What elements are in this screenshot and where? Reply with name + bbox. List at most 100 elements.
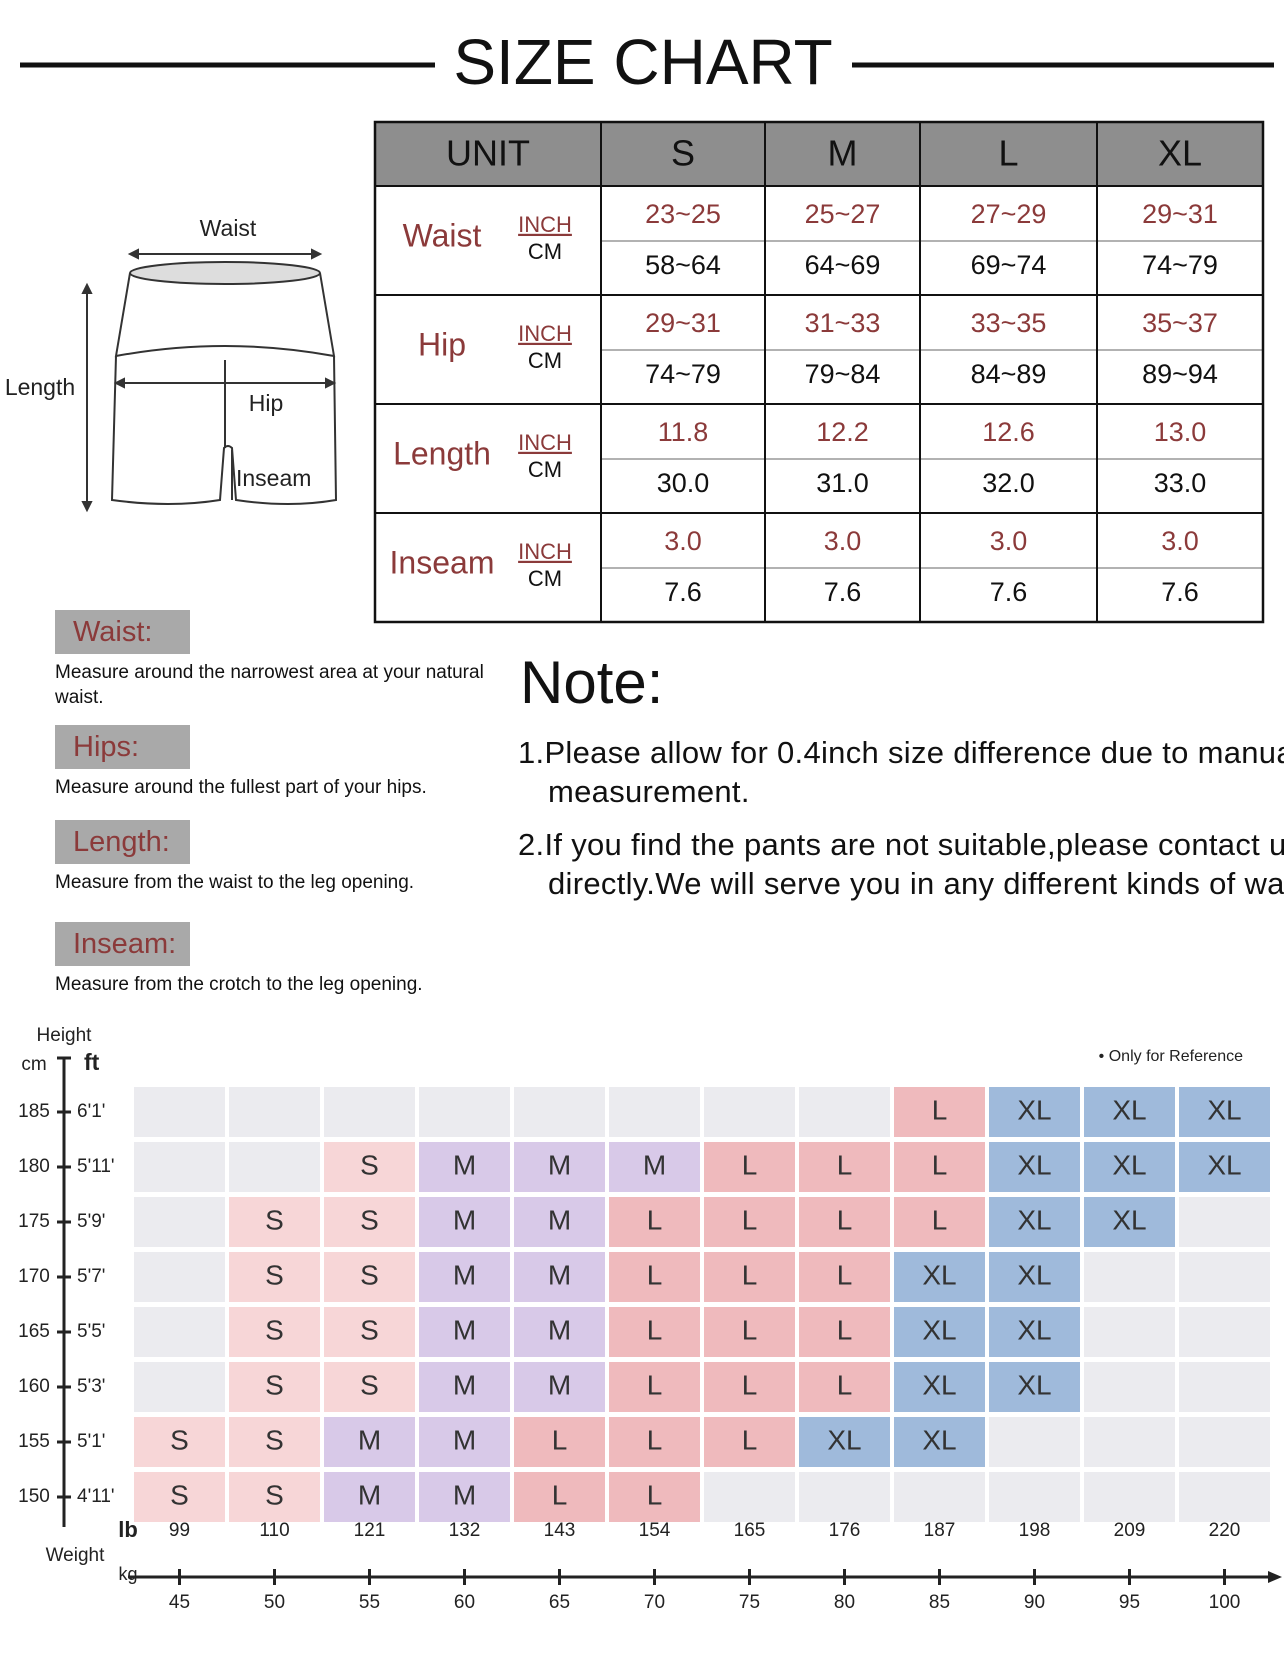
size-cell [514,1087,605,1137]
inch-value: 11.8 [658,417,709,447]
size-label: L [647,1369,663,1400]
size-label: L [647,1479,663,1510]
size-cell [229,1197,320,1247]
cm-value: 84~89 [971,359,1047,389]
size-cell [894,1362,985,1412]
size-cell [799,1472,890,1522]
size-cell [514,1197,605,1247]
lb-value: 132 [449,1520,481,1541]
size-label: XL [1112,1204,1146,1235]
size-cell [1179,1417,1270,1467]
size-cell [894,1307,985,1357]
lb-value: 121 [354,1520,386,1541]
size-label: S [265,1259,284,1290]
size-label: M [358,1424,381,1455]
inch-value: 13.0 [1154,417,1207,447]
size-cell [134,1197,225,1247]
size-label: S [360,1259,379,1290]
size-cell [989,1472,1080,1522]
size-label: S [170,1424,189,1455]
size-label: XL [1017,1259,1051,1290]
size-label: S [360,1314,379,1345]
cm-value: 58~64 [645,250,721,280]
size-label: XL [827,1424,861,1455]
size-label: L [742,1424,758,1455]
inch-value: 3.0 [824,526,862,556]
size-cell [419,1417,510,1467]
size-label: S [265,1314,284,1345]
size-cell [894,1142,985,1192]
size-cell [609,1472,700,1522]
size-cell [514,1472,605,1522]
ft-value: 5'7' [77,1266,105,1287]
unit-inch: INCH [518,321,572,346]
inch-value: 12.6 [982,417,1035,447]
lb-value: 220 [1209,1520,1241,1541]
cm-value: 7.6 [664,577,702,607]
cm-value: 74~79 [1142,250,1218,280]
ft-value: 5'5' [77,1321,105,1342]
size-label: S [265,1479,284,1510]
size-label: M [548,1259,571,1290]
size-cell [989,1252,1080,1302]
size-cell [514,1142,605,1192]
title: SIZE CHART [453,26,832,98]
lb-value: 110 [259,1520,289,1541]
definition-text: Measure around the narrowest area at you… [55,662,484,708]
lb-value: 143 [544,1520,576,1541]
cm-value: 32.0 [982,468,1035,498]
size-label: XL [1207,1149,1241,1180]
size-label: M [453,1149,476,1180]
size-cell [799,1417,890,1467]
unit-inch: INCH [518,212,572,237]
size-label: XL [922,1314,956,1345]
size-cell [419,1087,510,1137]
size-label: XL [1017,1314,1051,1345]
cm-value: 33.0 [1154,468,1207,498]
size-cell [419,1197,510,1247]
size-label: XL [1112,1149,1146,1180]
inch-value: 3.0 [664,526,702,556]
size-label: M [453,1259,476,1290]
row-label: Hip [418,326,466,362]
size-cell [1179,1142,1270,1192]
table-header: M [828,133,858,174]
size-cell [704,1472,795,1522]
unit-cm: CM [528,566,562,591]
size-label: S [360,1149,379,1180]
ft-value: 5'11' [77,1156,115,1177]
size-cell [1084,1252,1175,1302]
size-cell [799,1362,890,1412]
size-cell [609,1142,700,1192]
size-cell [704,1307,795,1357]
size-cell [1084,1362,1175,1412]
size-cell [989,1087,1080,1137]
size-cell [324,1142,415,1192]
size-cell [229,1472,320,1522]
size-cell [134,1417,225,1467]
cm-value: 150 [18,1486,50,1507]
size-cell [609,1087,700,1137]
size-cell [514,1252,605,1302]
diagram-label: Inseam [236,465,311,491]
table-header: L [998,133,1018,174]
inch-value: 12.2 [816,417,869,447]
ft-value: 5'1' [77,1431,105,1452]
definition-term: Waist: [55,610,190,654]
size-cell [419,1142,510,1192]
cm-value: 175 [18,1211,50,1232]
weight-label: Weight [46,1545,106,1566]
size-cell [1179,1362,1270,1412]
size-label: L [837,1369,853,1400]
size-label: L [837,1259,853,1290]
size-cell [419,1472,510,1522]
size-cell [704,1142,795,1192]
size-label: M [548,1149,571,1180]
size-label: L [742,1204,758,1235]
size-cell [799,1307,890,1357]
size-label: XL [1017,1149,1051,1180]
size-cell [704,1087,795,1137]
size-cell [419,1362,510,1412]
ft-value: 5'9' [77,1211,105,1232]
